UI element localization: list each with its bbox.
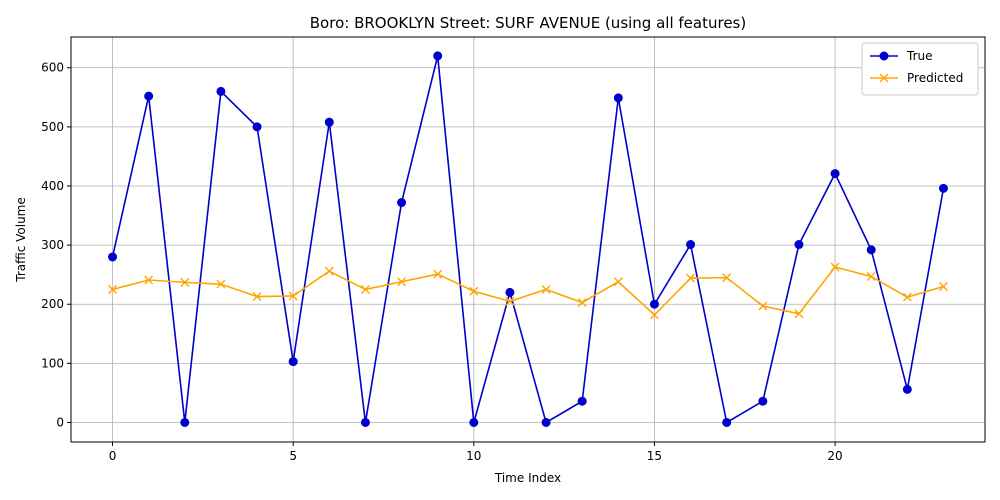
y-tick-label: 400 <box>41 179 64 193</box>
x-tick-label: 0 <box>109 449 117 463</box>
grid <box>71 37 985 442</box>
legend-label: Predicted <box>907 71 963 85</box>
x-tick-label: 10 <box>466 449 481 463</box>
data-point <box>288 357 298 367</box>
y-tick-label: 100 <box>41 356 64 370</box>
data-point <box>722 273 732 283</box>
data-point <box>216 279 226 289</box>
data-point <box>758 301 768 311</box>
data-point <box>180 417 190 427</box>
legend-item: Predicted <box>870 71 963 85</box>
x-tick-label: 5 <box>289 449 297 463</box>
data-point <box>108 284 118 294</box>
data-point <box>938 282 948 291</box>
data-point <box>469 417 479 427</box>
data-point <box>144 275 154 285</box>
data-point <box>686 273 696 283</box>
x-tick-label: 20 <box>827 449 842 463</box>
chart-title: Boro: BROOKLYN Street: SURF AVENUE (usin… <box>310 14 746 32</box>
y-tick-label: 200 <box>41 297 64 311</box>
data-point <box>541 417 551 427</box>
data-point <box>505 287 515 297</box>
data-point <box>830 169 840 179</box>
data-point <box>902 384 912 394</box>
data-point <box>360 284 370 294</box>
data-point <box>613 93 623 103</box>
data-point <box>397 277 407 287</box>
y-tick-label: 500 <box>41 120 64 134</box>
series-layer <box>108 51 948 427</box>
data-point <box>288 291 298 301</box>
data-point <box>324 266 334 276</box>
x-tick-label: 15 <box>647 449 662 463</box>
data-point <box>433 51 443 61</box>
series-true <box>108 51 948 427</box>
data-point <box>613 277 623 287</box>
data-point <box>758 396 768 406</box>
data-point <box>324 117 334 127</box>
y-axis-label: Traffic Volume <box>14 197 28 283</box>
data-point <box>360 417 370 427</box>
data-point <box>252 122 262 132</box>
data-point <box>722 417 732 427</box>
data-point <box>866 271 876 281</box>
data-point <box>541 284 551 294</box>
data-point <box>577 297 587 307</box>
legend-marker <box>879 51 889 61</box>
y-tick-label: 600 <box>41 61 64 75</box>
data-point <box>180 277 190 287</box>
legend: True Predicted <box>861 42 979 96</box>
data-point <box>144 91 154 101</box>
legend-label: True <box>906 49 933 63</box>
data-point <box>902 292 912 302</box>
data-point <box>216 86 226 96</box>
data-point <box>830 262 840 272</box>
data-point <box>577 396 587 406</box>
data-point <box>505 296 515 306</box>
series-line <box>112 266 944 316</box>
legend-marker <box>879 73 889 83</box>
data-point <box>794 240 804 250</box>
data-point <box>794 309 804 319</box>
legend-item: True <box>870 49 933 63</box>
data-point <box>433 269 443 279</box>
y-tick-label: 0 <box>56 415 64 429</box>
data-point <box>108 252 118 262</box>
data-point <box>397 198 407 208</box>
x-axis-label: Time Index <box>494 471 561 485</box>
series-predicted <box>108 262 948 320</box>
y-tick-label: 300 <box>41 238 64 252</box>
data-point <box>938 183 948 193</box>
data-point <box>252 292 262 302</box>
data-point <box>649 299 659 309</box>
data-point <box>469 286 479 296</box>
plot-frame <box>70 36 986 443</box>
data-point <box>686 240 696 250</box>
series-line <box>111 55 945 424</box>
data-point <box>649 310 659 320</box>
data-point <box>866 245 876 255</box>
